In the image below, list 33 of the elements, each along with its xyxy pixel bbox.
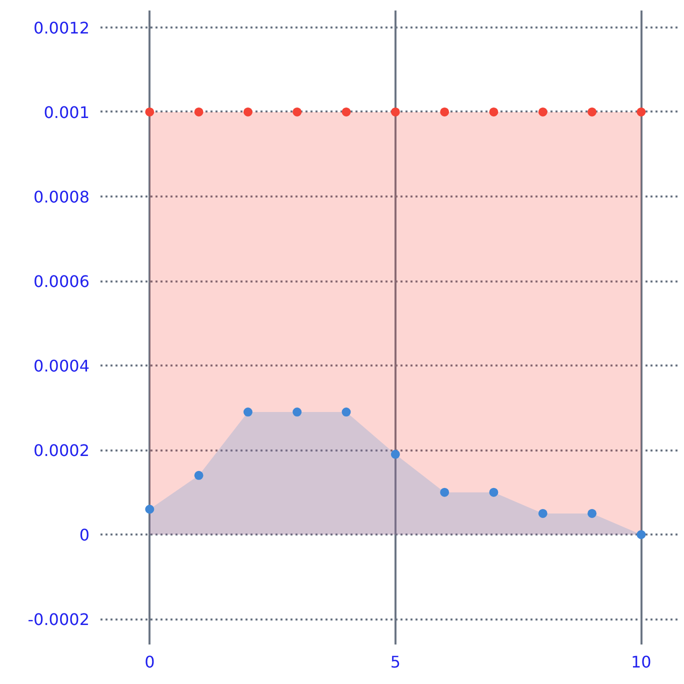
- point: [342, 408, 351, 417]
- point: [390, 107, 400, 116]
- y-tick-label: 0: [79, 526, 90, 545]
- point: [440, 107, 450, 116]
- point: [538, 107, 548, 116]
- point: [489, 488, 498, 497]
- y-tick-label: 0.001: [44, 102, 90, 122]
- point: [588, 107, 597, 116]
- x-tick-label: 0: [144, 652, 155, 672]
- point: [440, 488, 450, 497]
- point: [390, 450, 400, 459]
- point: [292, 408, 302, 417]
- point: [145, 107, 154, 116]
- y-tick-label: 0.0006: [34, 272, 90, 292]
- point: [588, 508, 597, 518]
- point: [292, 107, 302, 116]
- point: [145, 504, 154, 514]
- point: [194, 107, 204, 116]
- y-tick-label: 0.0012: [34, 18, 90, 38]
- point: [243, 408, 252, 417]
- y-tick-label: -0.0002: [28, 610, 90, 630]
- point: [489, 107, 498, 116]
- point: [194, 470, 204, 480]
- x-tick-label: 5: [390, 652, 401, 672]
- point: [636, 530, 646, 540]
- point: [243, 107, 252, 116]
- point: [636, 107, 646, 116]
- y-tick-label: 0.0002: [34, 441, 90, 460]
- y-tick-label: 0.0004: [34, 356, 90, 376]
- y-tick-label: 0.0008: [34, 187, 90, 206]
- point: [342, 107, 351, 116]
- point: [538, 508, 548, 518]
- x-tick-label: 10: [631, 652, 652, 672]
